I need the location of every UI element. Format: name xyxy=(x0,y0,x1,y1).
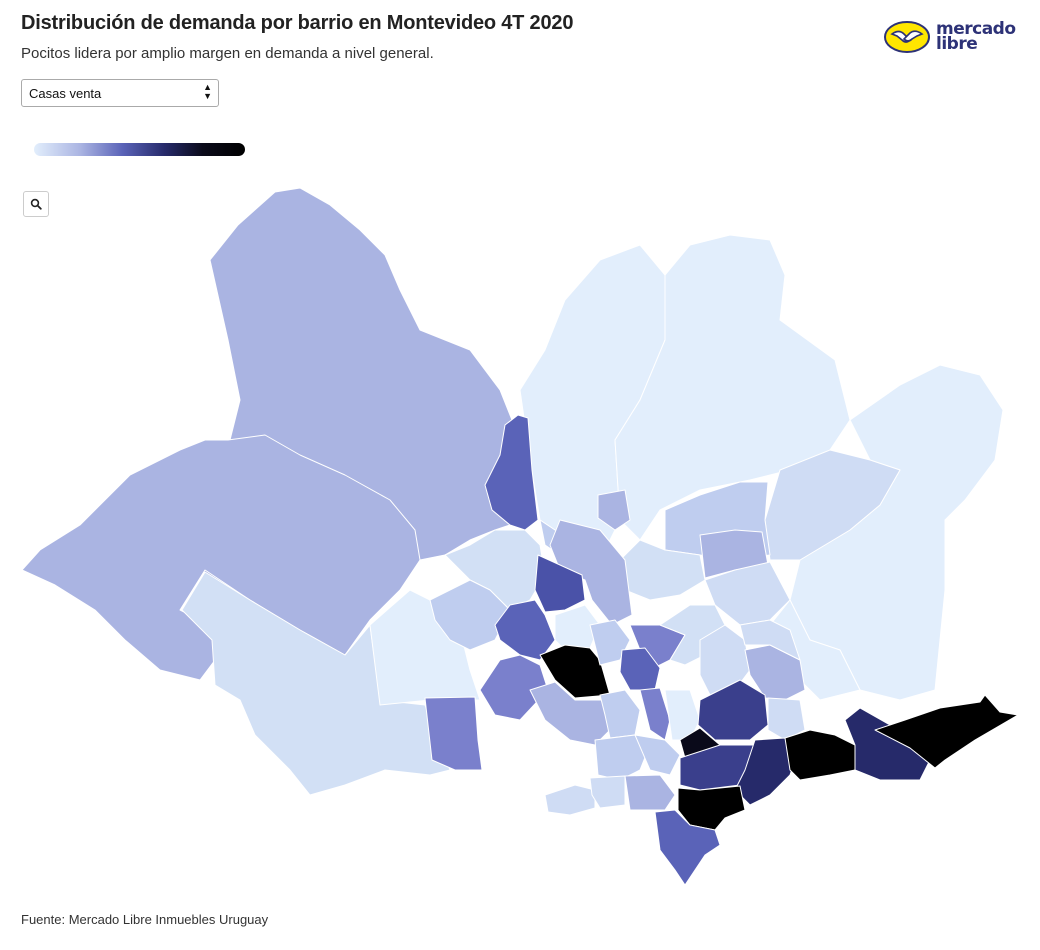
map-region[interactable] xyxy=(597,489,631,531)
mercado-libre-logo: mercado libre xyxy=(884,14,1024,60)
map-region[interactable] xyxy=(544,784,596,816)
map-region[interactable] xyxy=(589,619,631,666)
map-region[interactable] xyxy=(539,644,611,699)
map-region[interactable] xyxy=(784,729,856,781)
map-region[interactable] xyxy=(181,571,451,796)
handshake-icon xyxy=(884,21,930,53)
logo-line-2: libre xyxy=(936,34,978,54)
map-region[interactable] xyxy=(699,624,751,696)
logo-wordmark: mercado libre xyxy=(936,19,1016,54)
source-note: Fuente: Mercado Libre Inmuebles Uruguay xyxy=(21,912,269,927)
zoom-button[interactable] xyxy=(23,191,49,217)
map-region[interactable] xyxy=(479,654,549,721)
map-region[interactable] xyxy=(739,619,801,661)
map-region[interactable] xyxy=(484,414,539,531)
map-region[interactable] xyxy=(664,689,701,741)
color-legend xyxy=(34,143,245,156)
map-region[interactable] xyxy=(624,774,676,811)
search-icon xyxy=(30,198,42,210)
property-type-select[interactable]: Casas venta ▲ ▼ xyxy=(21,79,219,107)
map-region[interactable] xyxy=(424,696,483,771)
page-title: Distribución de demanda por barrio en Mo… xyxy=(21,12,574,34)
logo-line-1: mercado xyxy=(936,19,1016,39)
choropleth-map[interactable] xyxy=(0,180,1040,900)
map-region[interactable] xyxy=(589,775,626,809)
map-region[interactable] xyxy=(534,554,586,613)
map-region[interactable] xyxy=(634,734,681,776)
map-region[interactable] xyxy=(654,809,721,886)
map-region[interactable] xyxy=(494,599,556,661)
page-subtitle: Pocitos lidera por amplio margen en dema… xyxy=(21,45,434,62)
map-region[interactable] xyxy=(704,561,791,626)
map-region[interactable] xyxy=(369,589,481,706)
select-arrows-icon: ▲ ▼ xyxy=(203,82,212,101)
map-region[interactable] xyxy=(874,694,1019,769)
map-region[interactable] xyxy=(677,785,746,831)
map-region[interactable] xyxy=(549,519,633,626)
map-region[interactable] xyxy=(844,707,931,781)
select-value: Casas venta xyxy=(29,86,102,101)
map-region[interactable] xyxy=(429,579,511,651)
map-region[interactable] xyxy=(697,679,769,741)
map-region[interactable] xyxy=(639,687,671,741)
